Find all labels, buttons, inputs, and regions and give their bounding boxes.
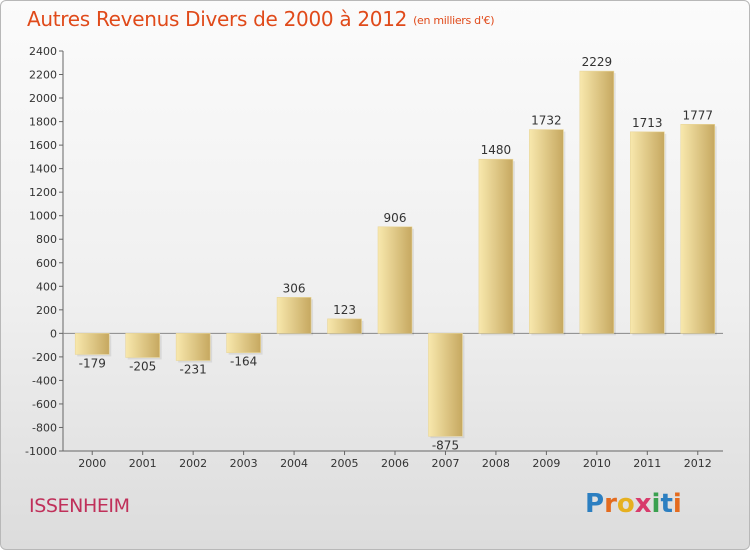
data-label: 123: [333, 303, 356, 317]
bar: [630, 131, 665, 334]
y-tick-label: -400: [32, 374, 57, 387]
x-tick-label: 2004: [280, 457, 308, 470]
bar: [276, 297, 312, 334]
logo-letter: o: [616, 489, 635, 519]
data-label: -231: [180, 363, 207, 377]
y-tick-label: 600: [36, 257, 57, 270]
x-tick-label: 2006: [381, 457, 409, 470]
x-tick-label: 2009: [532, 457, 560, 470]
y-tick-label: 0: [50, 327, 57, 340]
data-label: 1480: [481, 143, 512, 157]
x-tick-label: 2008: [482, 457, 510, 470]
bar: [74, 333, 110, 355]
data-label: 306: [283, 281, 306, 295]
chart-title: Autres Revenus Divers de 2000 à 2012 (en …: [27, 7, 495, 31]
bar: [125, 333, 160, 358]
x-tick-label: 2003: [230, 457, 258, 470]
data-label: 906: [384, 211, 407, 225]
data-label: -205: [129, 359, 156, 373]
logo-letter: P: [585, 489, 605, 519]
y-tick-label: -200: [32, 351, 57, 364]
y-tick-label: 1200: [29, 186, 57, 199]
bar: [428, 333, 463, 437]
x-tick-label: 2001: [129, 457, 157, 470]
chart-title-text: Autres Revenus Divers de 2000 à 2012: [27, 7, 408, 31]
logo-letter: i: [651, 489, 661, 519]
bar: [478, 158, 514, 334]
y-tick-label: 400: [36, 280, 57, 293]
x-tick-label: 2011: [633, 457, 661, 470]
bar: [175, 333, 211, 361]
x-tick-label: 2002: [179, 457, 207, 470]
y-tick-label: 1600: [29, 139, 57, 152]
x-tick-label: 2005: [331, 457, 359, 470]
bars: [74, 70, 717, 439]
y-tick-label: -800: [32, 421, 57, 434]
data-label: 1713: [632, 116, 663, 130]
x-tick-label: 2007: [431, 457, 459, 470]
data-label: 1732: [531, 114, 562, 128]
place-name: ISSENHEIM: [29, 495, 130, 517]
value-labels: -179 -205 -231 -164 306 123 906 -875 1480 1732 222…: [79, 55, 713, 452]
logo-letter: i: [672, 489, 682, 519]
y-tick-label: 1800: [29, 116, 57, 129]
y-tick-label: -600: [32, 398, 57, 411]
y-tick-label: 800: [36, 233, 57, 246]
logo-letter: t: [660, 489, 673, 519]
y-tick-label: 1000: [29, 210, 57, 223]
axes: -1000 -800 -600 -400 -200 0 200 400 600 800 1000 12…: [25, 45, 723, 470]
y-tick-label: 2400: [29, 45, 57, 58]
y-tick-label: 2000: [29, 92, 57, 105]
y-tick-label: 2200: [29, 69, 57, 82]
data-label: 2229: [582, 55, 613, 69]
bar: [327, 318, 362, 334]
bar: [377, 226, 413, 334]
data-label: -164: [230, 355, 257, 369]
y-tick-label: 1400: [29, 163, 57, 176]
bar: [579, 70, 615, 334]
y-tick-label: -1000: [25, 445, 57, 458]
logo-letter: r: [604, 489, 617, 519]
proxiti-logo: Proxiti: [585, 489, 682, 519]
bar: [680, 123, 716, 334]
chart-unit: (en milliers d'€): [413, 14, 495, 27]
data-label: 1777: [682, 108, 713, 122]
x-tick-label: 2012: [684, 457, 712, 470]
bar: [529, 129, 564, 334]
logo-letter: x: [634, 489, 652, 519]
x-tick-label: 2010: [583, 457, 611, 470]
y-tick-label: 200: [36, 304, 57, 317]
data-label: -179: [79, 356, 106, 370]
bar: [226, 333, 261, 353]
data-label: -875: [432, 438, 459, 452]
x-tick-label: 2000: [78, 457, 106, 470]
